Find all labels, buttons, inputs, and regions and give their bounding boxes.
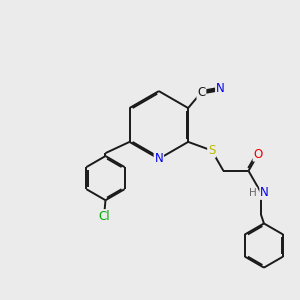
Text: N: N bbox=[216, 82, 225, 95]
Text: O: O bbox=[254, 148, 263, 161]
Text: C: C bbox=[197, 86, 206, 99]
Text: H: H bbox=[249, 188, 256, 197]
Text: N: N bbox=[154, 152, 163, 165]
Text: N: N bbox=[260, 186, 269, 199]
Text: Cl: Cl bbox=[98, 210, 110, 223]
Text: S: S bbox=[208, 144, 215, 157]
